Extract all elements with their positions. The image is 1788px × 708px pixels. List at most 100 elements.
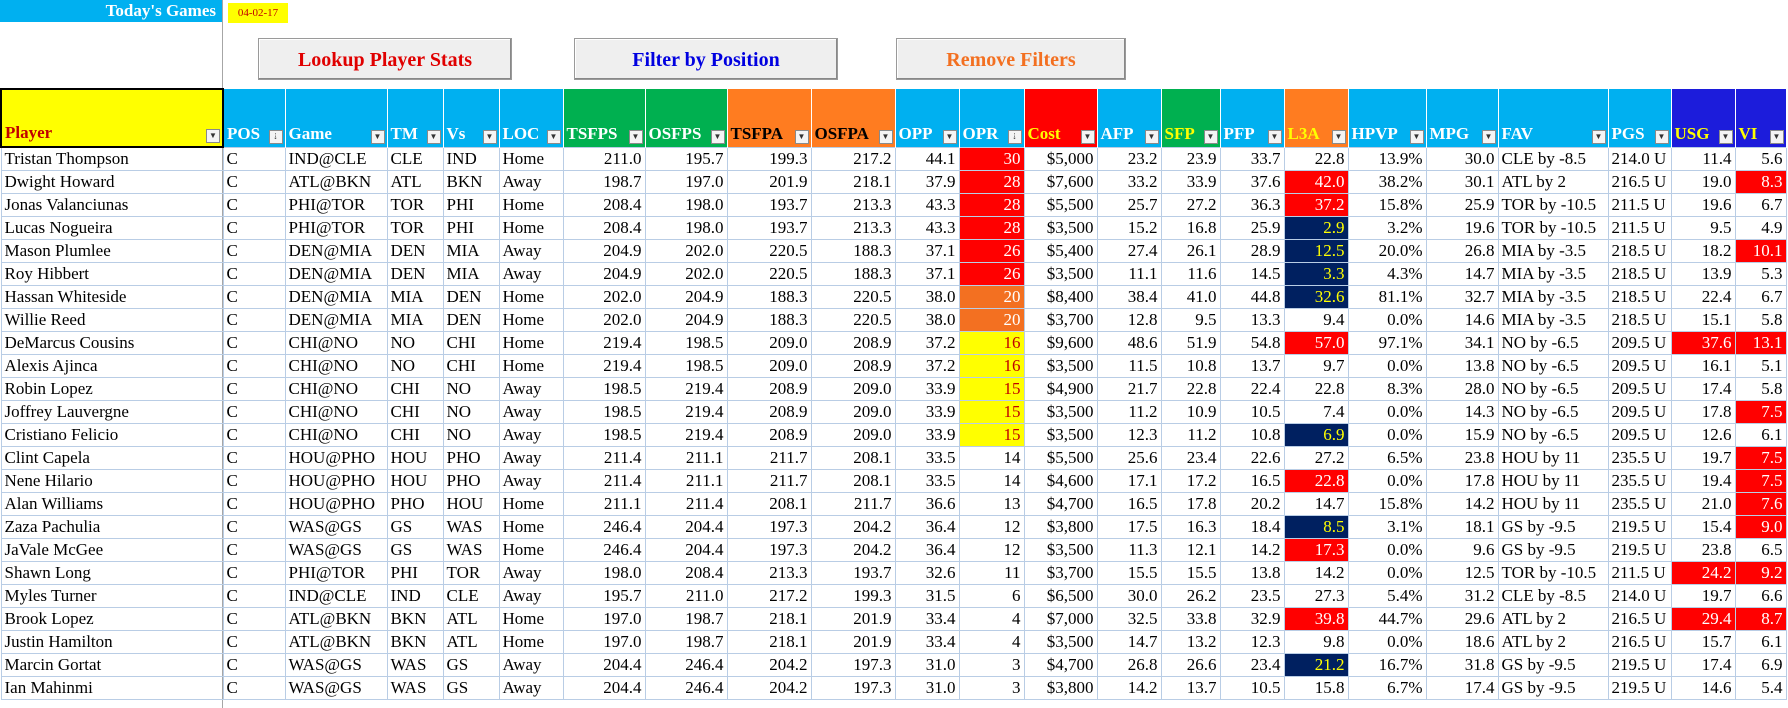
cell-afp[interactable]: 27.4 bbox=[1096, 239, 1162, 263]
cell-hpvp[interactable]: 0.0% bbox=[1347, 308, 1427, 332]
cell-fav[interactable]: CLE by -8.5 bbox=[1497, 584, 1609, 608]
cell-tsfpa[interactable]: 211.7 bbox=[726, 446, 812, 470]
cell-vs[interactable]: GS bbox=[442, 676, 500, 700]
cell-osfps[interactable]: 211.0 bbox=[644, 584, 728, 608]
cell-vs[interactable]: IND bbox=[442, 146, 500, 171]
cell-l3a[interactable]: 2.9 bbox=[1283, 216, 1349, 240]
cell-loc[interactable]: Home bbox=[498, 607, 564, 631]
cell-usg[interactable]: 19.4 bbox=[1670, 469, 1736, 493]
cell-pfp[interactable]: 16.5 bbox=[1219, 469, 1285, 493]
filter-dropdown-icon[interactable]: ▼ bbox=[1769, 129, 1784, 144]
cell-vi[interactable]: 8.3 bbox=[1734, 170, 1787, 194]
cell-pos[interactable]: C bbox=[222, 285, 286, 309]
cell-pfp[interactable]: 13.8 bbox=[1219, 561, 1285, 585]
cell-vs[interactable]: DEN bbox=[442, 285, 500, 309]
cell-osfps[interactable]: 198.0 bbox=[644, 216, 728, 240]
cell-vi[interactable]: 6.9 bbox=[1734, 653, 1787, 677]
cell-pgs[interactable]: 219.5 U bbox=[1607, 653, 1672, 677]
cell-sfp[interactable]: 10.8 bbox=[1160, 354, 1221, 378]
cell-sfp[interactable]: 16.3 bbox=[1160, 515, 1221, 539]
cell-mpg[interactable]: 29.6 bbox=[1425, 607, 1499, 631]
cell-sfp[interactable]: 11.6 bbox=[1160, 262, 1221, 286]
cell-mpg[interactable]: 14.3 bbox=[1425, 400, 1499, 424]
cell-hpvp[interactable]: 6.7% bbox=[1347, 676, 1427, 700]
column-header-usg[interactable]: USG ▼ bbox=[1671, 89, 1736, 147]
cell-sfp[interactable]: 11.2 bbox=[1160, 423, 1221, 447]
cell-osfpa[interactable]: 204.2 bbox=[810, 515, 896, 539]
cell-tsfpa[interactable]: 193.7 bbox=[726, 216, 812, 240]
cell-hpvp[interactable]: 5.4% bbox=[1347, 584, 1427, 608]
cell-fav[interactable]: TOR by -10.5 bbox=[1497, 193, 1609, 217]
cell-pos[interactable]: C bbox=[222, 400, 286, 424]
cell-pos[interactable]: C bbox=[222, 515, 286, 539]
cell-tsfpa[interactable]: 208.9 bbox=[726, 400, 812, 424]
column-header-osfpa[interactable]: OSFPA ▼ bbox=[811, 89, 896, 147]
column-header-cost[interactable]: Cost ▼ bbox=[1024, 89, 1098, 147]
cell-osfps[interactable]: 195.7 bbox=[644, 146, 728, 171]
cell-fav[interactable]: TOR by -10.5 bbox=[1497, 216, 1609, 240]
cell-afp[interactable]: 16.5 bbox=[1096, 492, 1162, 516]
cell-osfpa[interactable]: 209.0 bbox=[810, 400, 896, 424]
cell-pgs[interactable]: 211.5 U bbox=[1607, 193, 1672, 217]
cell-pgs[interactable]: 219.5 U bbox=[1607, 515, 1672, 539]
cell-tsfps[interactable]: 211.4 bbox=[562, 469, 646, 493]
cell-loc[interactable]: Away bbox=[498, 377, 564, 401]
cell-opr[interactable]: 20 bbox=[958, 308, 1025, 332]
cell-pgs[interactable]: 209.5 U bbox=[1607, 331, 1672, 355]
cell-fav[interactable]: MIA by -3.5 bbox=[1497, 285, 1609, 309]
cell-tsfpa[interactable]: 208.9 bbox=[726, 423, 812, 447]
cell-tsfpa[interactable]: 188.3 bbox=[726, 308, 812, 332]
cell-mpg[interactable]: 31.8 bbox=[1425, 653, 1499, 677]
cell-osfps[interactable]: 219.4 bbox=[644, 400, 728, 424]
cell-tsfps[interactable]: 197.0 bbox=[562, 630, 646, 654]
cell-vi[interactable]: 5.4 bbox=[1734, 676, 1787, 700]
cell-tsfps[interactable]: 208.4 bbox=[562, 216, 646, 240]
cell-l3a[interactable]: 27.3 bbox=[1283, 584, 1349, 608]
cell-tsfps[interactable]: 204.9 bbox=[562, 262, 646, 286]
cell-fav[interactable]: MIA by -3.5 bbox=[1497, 308, 1609, 332]
filter-dropdown-icon[interactable]: ▼ bbox=[206, 129, 220, 143]
lookup-player-stats-button[interactable]: Lookup Player Stats bbox=[258, 38, 512, 80]
cell-tsfpa[interactable]: 217.2 bbox=[726, 584, 812, 608]
cell-osfps[interactable]: 246.4 bbox=[644, 653, 728, 677]
cell-osfpa[interactable]: 209.0 bbox=[810, 423, 896, 447]
cell-tsfpa[interactable]: 201.9 bbox=[726, 170, 812, 194]
cell-tm[interactable]: PHI bbox=[386, 561, 444, 585]
cell-sfp[interactable]: 51.9 bbox=[1160, 331, 1221, 355]
filter-dropdown-icon[interactable]: ▼ bbox=[1654, 129, 1669, 144]
cell-usg[interactable]: 19.7 bbox=[1670, 584, 1736, 608]
column-header-game[interactable]: Game ▼ bbox=[285, 89, 388, 147]
column-header-hpvp[interactable]: HPVP ▼ bbox=[1348, 89, 1427, 147]
cell-cost[interactable]: $7,600 bbox=[1023, 170, 1098, 194]
cell-pgs[interactable]: 214.0 U bbox=[1607, 146, 1672, 171]
cell-l3a[interactable]: 9.4 bbox=[1283, 308, 1349, 332]
cell-player[interactable]: Dwight Howard bbox=[0, 170, 224, 194]
cell-osfpa[interactable]: 208.1 bbox=[810, 469, 896, 493]
cell-player[interactable]: Joffrey Lauvergne bbox=[0, 400, 224, 424]
cell-vi[interactable]: 4.9 bbox=[1734, 216, 1787, 240]
cell-vi[interactable]: 8.7 bbox=[1734, 607, 1787, 631]
cell-loc[interactable]: Home bbox=[498, 331, 564, 355]
cell-fav[interactable]: ATL by 2 bbox=[1497, 170, 1609, 194]
cell-cost[interactable]: $3,500 bbox=[1023, 262, 1098, 286]
cell-opp[interactable]: 31.5 bbox=[894, 584, 960, 608]
cell-mpg[interactable]: 34.1 bbox=[1425, 331, 1499, 355]
filter-dropdown-icon[interactable]: ▼ bbox=[628, 129, 643, 144]
cell-cost[interactable]: $5,000 bbox=[1023, 146, 1098, 171]
cell-cost[interactable]: $3,500 bbox=[1023, 216, 1098, 240]
cell-pfp[interactable]: 33.7 bbox=[1219, 146, 1285, 171]
cell-sfp[interactable]: 9.5 bbox=[1160, 308, 1221, 332]
remove-filters-button[interactable]: Remove Filters bbox=[896, 38, 1126, 80]
cell-game[interactable]: CHI@NO bbox=[284, 400, 388, 424]
cell-tm[interactable]: DEN bbox=[386, 262, 444, 286]
cell-pgs[interactable]: 216.5 U bbox=[1607, 630, 1672, 654]
cell-pos[interactable]: C bbox=[222, 308, 286, 332]
cell-osfps[interactable]: 198.5 bbox=[644, 354, 728, 378]
cell-mpg[interactable]: 17.8 bbox=[1425, 469, 1499, 493]
cell-vs[interactable]: BKN bbox=[442, 170, 500, 194]
cell-hpvp[interactable]: 15.8% bbox=[1347, 492, 1427, 516]
cell-osfpa[interactable]: 220.5 bbox=[810, 308, 896, 332]
cell-game[interactable]: ATL@BKN bbox=[284, 607, 388, 631]
cell-loc[interactable]: Home bbox=[498, 216, 564, 240]
cell-usg[interactable]: 15.1 bbox=[1670, 308, 1736, 332]
